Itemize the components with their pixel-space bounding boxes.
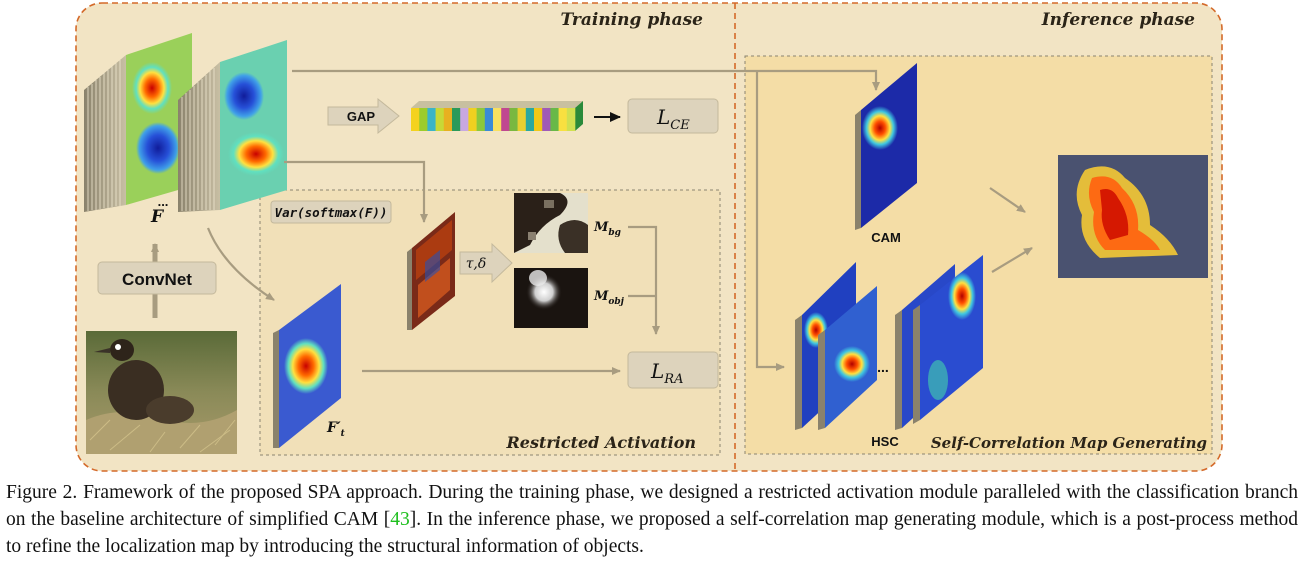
gap-label: GAP (347, 109, 376, 124)
gap-vector-cell (566, 108, 576, 131)
feature-map-stack-right (178, 40, 287, 212)
gap-vector-cell (468, 108, 477, 131)
restricted-activation-title: Restricted Activation (505, 433, 696, 452)
input-bird-image (86, 331, 237, 454)
inference-phase-title: Inference phase (1041, 10, 1195, 30)
training-phase-title: Training phase (561, 10, 704, 30)
output-localization-map (1058, 155, 1208, 278)
hsc-to-output-arrow (991, 247, 1033, 273)
object-mask-image (514, 268, 588, 328)
feature-label: F (150, 207, 165, 227)
feature-to-cam-arrow (292, 69, 880, 91)
feature-to-variance-arrow (284, 160, 428, 223)
background-mask-image (514, 193, 588, 253)
caption-suffix: ]. In the inference phase, we proposed a… (6, 509, 1299, 557)
mask-bg-arrow (628, 225, 660, 335)
gap-vector-cell (493, 108, 502, 131)
mask-bg-label: Mbg (593, 220, 621, 238)
loss-ce-box (627, 98, 719, 134)
gap-vector-cell (452, 108, 461, 131)
gap-vector-cell (427, 108, 436, 131)
gap-feature-vector (411, 101, 583, 131)
gap-arrow (327, 97, 400, 135)
framework-diagram: Training phase Inference phase Restricte… (75, 2, 1223, 472)
convnet-label: ConvNet (122, 270, 192, 289)
gap-vector-cell (460, 108, 469, 131)
loss-ra-box (627, 351, 719, 389)
cam-map (855, 63, 917, 230)
mask-obj-label: Mobj (593, 289, 625, 307)
gap-vector-cell (534, 108, 543, 131)
gap-vector-cell (484, 108, 494, 131)
feature-to-hsc-arrow (755, 71, 785, 371)
self-correlation-title: Self-Correlation Map Generating (931, 434, 1207, 452)
gap-vector-cell (542, 108, 551, 131)
feature-ellipsis: ... (158, 194, 169, 209)
variance-formula-box (270, 200, 392, 224)
loss-ra-label: LRA (650, 359, 683, 387)
gap-vector-cell (558, 108, 568, 131)
gap-vector-cell (411, 108, 420, 131)
gap-vector-cell (517, 108, 527, 131)
variance-formula: Var(softmax(F)) (275, 205, 388, 220)
loss-ce-label: LCE (656, 105, 690, 133)
cam-label: CAM (871, 230, 901, 245)
gap-vector-cell (525, 108, 535, 131)
caption-citation[interactable]: 43 (390, 509, 410, 530)
gap-vector-cell (476, 108, 486, 131)
feature-to-ft-arrow (206, 227, 275, 301)
threshold-arrow (459, 242, 513, 284)
cam-to-output-arrow (989, 187, 1026, 213)
figure-caption: Figure 2. Framework of the proposed SPA … (6, 479, 1298, 560)
hsc-ellipsis: ... (877, 359, 889, 375)
gap-vector-cell (443, 108, 453, 131)
ft-map (273, 284, 341, 448)
gap-vector-cell (419, 108, 428, 131)
hsc-label: HSC (871, 434, 899, 449)
gap-vector-cell (550, 108, 559, 131)
hsc-map-2 (818, 286, 877, 430)
gap-vector-cell (509, 108, 518, 131)
hsc-map-4 (913, 255, 983, 424)
convnet-box (97, 261, 217, 295)
threshold-label: τ,δ (466, 256, 487, 272)
variance-map (407, 212, 455, 330)
ft-label: F′t (326, 420, 346, 439)
caption-prefix: Figure 2. Framework of the proposed SPA … (6, 482, 1298, 530)
gap-vector-cell (501, 108, 510, 131)
feature-map-stack-left (84, 33, 192, 212)
gap-vector-cell (435, 108, 445, 131)
